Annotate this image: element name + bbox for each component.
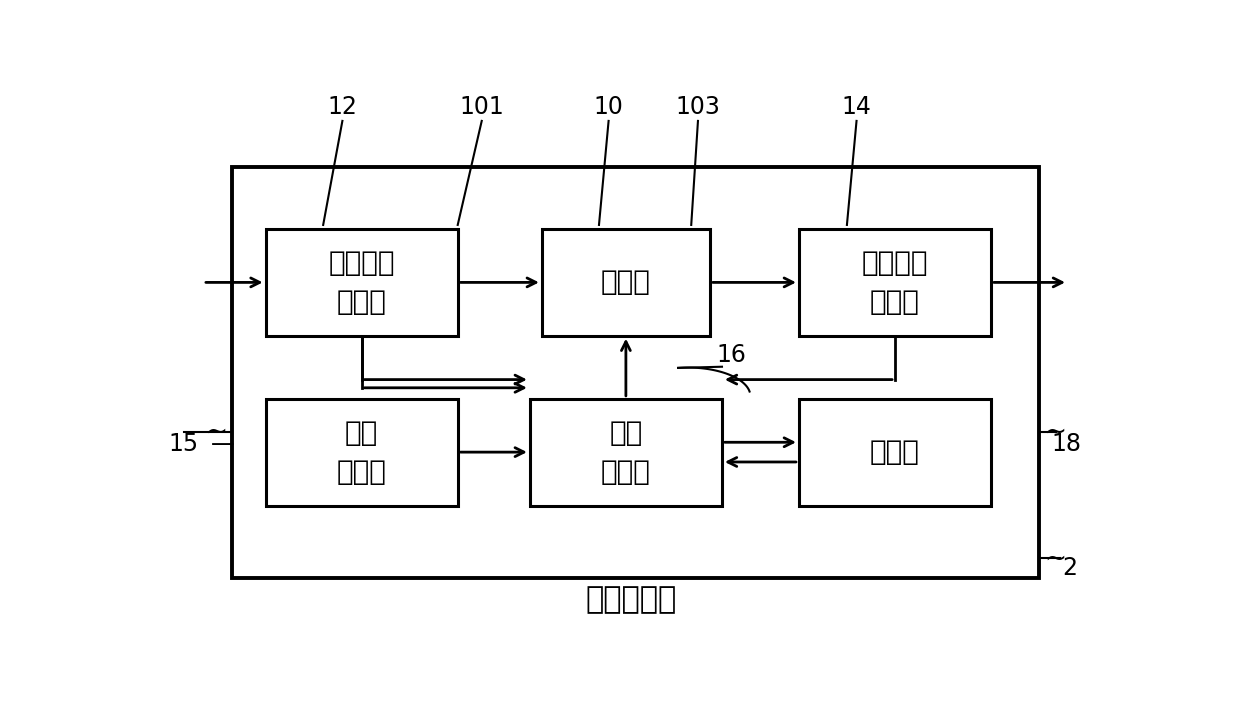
Text: 16: 16 (717, 343, 746, 367)
Text: ~: ~ (205, 419, 227, 445)
Text: 103: 103 (676, 95, 720, 119)
Text: 入水水温
检测器: 入水水温 检测器 (329, 249, 394, 316)
Text: ~: ~ (1044, 419, 1066, 445)
Bar (799, 399, 991, 506)
Text: 15: 15 (169, 432, 198, 456)
Bar (265, 229, 458, 336)
Text: 2: 2 (1063, 556, 1078, 580)
Bar (232, 168, 1039, 578)
Text: 14: 14 (842, 95, 872, 119)
Text: 18: 18 (1052, 432, 1081, 456)
Text: 储存器: 储存器 (870, 438, 920, 466)
Text: 出水水温
检测器: 出水水温 检测器 (862, 249, 929, 316)
Text: 10: 10 (594, 95, 624, 119)
Bar (265, 399, 458, 506)
Text: 12: 12 (327, 95, 357, 119)
Text: 水温
控制器: 水温 控制器 (601, 419, 651, 486)
Bar (529, 399, 722, 506)
Bar (542, 229, 711, 336)
Text: 加热器: 加热器 (601, 269, 651, 296)
Text: 恒温热水器: 恒温热水器 (585, 585, 676, 614)
Text: 101: 101 (459, 95, 505, 119)
Bar (799, 229, 991, 336)
Text: ~: ~ (1044, 545, 1066, 572)
Text: 室温
检测器: 室温 检测器 (337, 419, 387, 486)
Text: —: — (211, 432, 234, 456)
